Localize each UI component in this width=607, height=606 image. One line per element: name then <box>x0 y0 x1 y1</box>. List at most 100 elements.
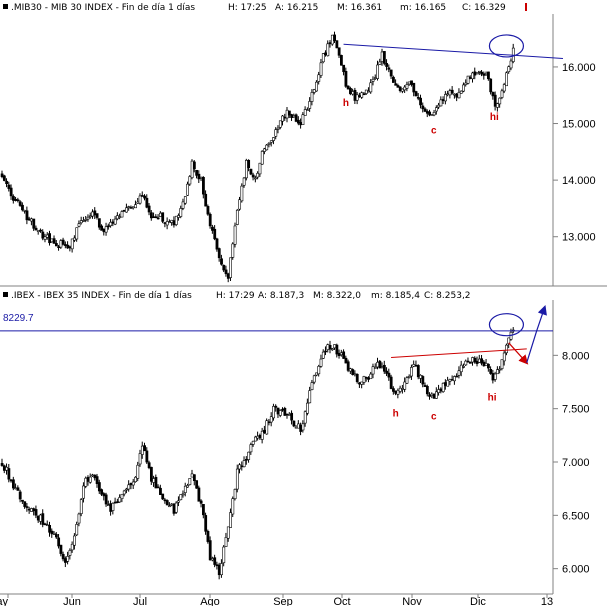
candle-body <box>457 370 461 376</box>
candle-body <box>401 388 404 390</box>
candle-body <box>149 466 153 482</box>
candle-body <box>41 231 45 239</box>
candle-body <box>450 89 454 94</box>
header-min: m: 8.185,4 <box>371 291 420 301</box>
header-min: m: 16.165 <box>400 3 446 13</box>
candle-body <box>317 366 321 375</box>
candle-body <box>281 115 284 122</box>
candle-body <box>385 63 389 67</box>
pattern-label: h <box>343 98 349 109</box>
candle-body <box>244 458 248 461</box>
candle-body <box>34 509 38 516</box>
candle-body <box>430 393 434 396</box>
candle-body <box>355 373 359 382</box>
candle-body <box>281 408 284 411</box>
candle-body <box>93 210 97 216</box>
candle-body <box>174 502 178 513</box>
candle-body <box>446 93 450 96</box>
candle-body <box>466 75 470 84</box>
candle-body <box>405 84 409 89</box>
candle-body <box>204 515 208 532</box>
candle-body <box>23 210 27 212</box>
candle-body <box>468 362 472 364</box>
candle-body <box>181 493 185 496</box>
candle-body <box>116 501 119 503</box>
candle-body <box>88 215 92 218</box>
candle-body <box>430 114 434 116</box>
header-close: C: 16.329 <box>462 3 506 13</box>
candle-body <box>165 500 169 506</box>
candle-body <box>292 420 296 427</box>
candle-body <box>122 490 126 495</box>
candle-body <box>131 481 135 486</box>
candle-body <box>324 350 327 353</box>
candle-body <box>111 221 115 224</box>
candle-body <box>283 116 287 119</box>
candle-body <box>263 429 266 433</box>
candle-body <box>464 82 468 85</box>
candle-body <box>297 423 300 429</box>
candle-body <box>0 173 4 178</box>
candle-body <box>380 366 384 368</box>
candle-body <box>358 95 361 97</box>
candle-body <box>131 206 135 209</box>
candle-body <box>84 477 88 487</box>
candle-body <box>136 464 140 479</box>
candle-body <box>64 558 67 563</box>
candle-body <box>401 88 404 92</box>
candle-body <box>453 376 456 382</box>
candle-body <box>202 504 205 516</box>
candle-body <box>489 78 493 93</box>
candle-body <box>448 379 452 382</box>
y-tick-label: 7.500 <box>562 404 590 416</box>
candle-body <box>95 476 99 484</box>
candle-body <box>285 413 289 416</box>
candle-body <box>140 445 144 455</box>
candle-body <box>75 227 79 240</box>
candle-body <box>421 105 425 110</box>
candle-body <box>360 381 364 385</box>
candle-body <box>129 207 133 209</box>
header-name: .IBEX - IBEX 35 INDEX - Fin de día 1 día… <box>11 291 192 301</box>
candle-body <box>278 410 282 416</box>
candle-body <box>376 361 379 368</box>
candle-body <box>446 380 450 387</box>
candle-body <box>82 485 85 499</box>
candle-body <box>233 489 237 500</box>
candle-body <box>459 90 463 94</box>
candle-body <box>294 426 298 429</box>
header-a: A: 16.215 <box>275 3 318 13</box>
candle-body <box>387 67 391 70</box>
candle-body <box>70 543 74 551</box>
candle-body <box>392 388 395 392</box>
candle-body <box>59 544 63 554</box>
candle-body <box>265 420 269 435</box>
candle-body <box>27 218 31 221</box>
candle-body <box>330 34 334 45</box>
candle-body <box>405 377 409 384</box>
candle-body <box>79 220 83 224</box>
candle-body <box>260 430 264 440</box>
candle-body <box>7 468 11 480</box>
candle-body <box>190 473 194 478</box>
pattern-label: hi <box>488 393 497 404</box>
projection-arrow-up <box>526 305 547 364</box>
trendline <box>391 348 527 358</box>
candle-body <box>220 258 223 265</box>
candle-body <box>57 537 61 547</box>
candle-body <box>34 227 38 231</box>
candle-body <box>206 530 210 542</box>
candle-body <box>505 344 508 354</box>
candle-body <box>333 34 337 42</box>
candle-body <box>315 372 318 376</box>
candle-body <box>414 91 418 97</box>
candle-body <box>147 462 151 469</box>
candle-body <box>362 93 366 96</box>
candle-body <box>373 367 377 369</box>
candle-body <box>335 344 339 355</box>
candle-body <box>423 108 427 112</box>
candle-body <box>222 264 226 271</box>
candle-body <box>396 85 400 88</box>
candle-body <box>306 402 309 414</box>
candle-body <box>254 177 257 180</box>
